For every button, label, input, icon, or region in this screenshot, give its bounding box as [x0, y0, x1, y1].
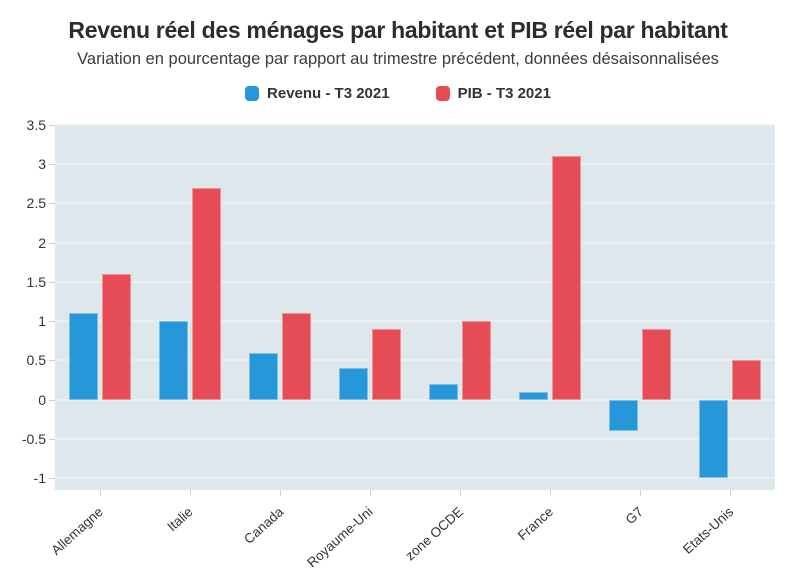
x-axis-label-zone-ocde: zone OCDE — [402, 504, 467, 564]
legend-swatch-icon — [435, 86, 450, 101]
x-axis-label-g7: G7 — [622, 504, 647, 528]
y-axis-label: -1 — [33, 470, 46, 487]
y-axis-label: 0.5 — [26, 352, 46, 369]
gridline — [55, 163, 775, 166]
bar-revenu-g7 — [609, 399, 638, 432]
bar-revenu-allemagne — [69, 313, 98, 400]
bar-pib-canada — [282, 313, 311, 400]
bar-pib-royaume-uni — [372, 329, 401, 400]
bar-revenu-royaume-uni — [339, 368, 368, 400]
chart-subtitle: Variation en pourcentage par rapport au … — [77, 50, 719, 68]
bar-pib-g7 — [642, 329, 671, 400]
gridline — [55, 241, 775, 244]
bar-pib-allemagne — [102, 274, 131, 400]
y-axis-tick — [49, 438, 55, 440]
legend-label: Revenu - T3 2021 — [267, 85, 390, 102]
x-axis-tick — [370, 490, 371, 496]
y-axis-label: 3.5 — [26, 117, 46, 133]
y-axis-tick — [49, 125, 55, 126]
gridline — [55, 320, 775, 323]
bar-revenu-italie — [159, 321, 188, 400]
y-axis-tick — [49, 203, 55, 205]
y-axis-label: 2.5 — [26, 195, 46, 212]
gridline — [55, 398, 775, 401]
gridline — [55, 359, 775, 362]
y-axis-tick — [49, 360, 55, 362]
y-axis-label: -0.5 — [21, 430, 46, 447]
x-axis-tick — [640, 490, 641, 496]
x-axis-label-canada: Canada — [240, 504, 287, 547]
x-axis-tick — [460, 490, 461, 496]
y-axis-tick — [49, 478, 55, 480]
gridline — [55, 477, 775, 480]
legend: Revenu - T3 2021 PIB - T3 2021 — [0, 85, 796, 102]
plot-area — [55, 124, 775, 490]
bar-revenu-france — [519, 391, 548, 400]
legend-label: PIB - T3 2021 — [457, 85, 551, 102]
bar-pib-france — [552, 156, 581, 400]
gridline — [55, 124, 775, 126]
y-axis-tick — [49, 164, 55, 166]
y-axis-label: 1 — [38, 313, 46, 330]
x-axis-tick — [550, 490, 551, 496]
x-axis-label-allemagne: Allemagne — [48, 504, 107, 558]
y-axis-tick — [49, 242, 55, 244]
x-axis-label-france: France — [514, 504, 557, 544]
bar-pib-italie — [192, 187, 221, 400]
legend-swatch-icon — [245, 86, 260, 101]
x-axis-label-etats-unis: Etats-Unis — [679, 504, 737, 557]
bar-revenu-canada — [249, 352, 278, 400]
y-axis-tick — [49, 321, 55, 323]
x-axis-tick — [100, 490, 101, 496]
legend-item-pib: PIB - T3 2021 — [435, 85, 551, 102]
bar-pib-zone-ocde — [462, 321, 491, 400]
gridline — [55, 280, 775, 283]
x-axis-label-italie: Italie — [164, 504, 197, 535]
y-axis-label: 2 — [38, 234, 46, 251]
x-axis-label-royaume-uni: Royaume-Uni — [304, 504, 377, 571]
y-axis-label: 1.5 — [26, 273, 46, 290]
gridline — [55, 437, 775, 440]
bar-pib-etats-unis — [732, 360, 761, 400]
x-axis-tick — [190, 490, 191, 496]
y-axis-tick — [49, 399, 55, 401]
x-axis-tick — [280, 490, 281, 496]
x-axis-tick — [730, 490, 731, 496]
chart-title: Revenu réel des ménages par habitant et … — [68, 17, 728, 43]
gridline — [55, 202, 775, 205]
legend-item-revenu: Revenu - T3 2021 — [245, 85, 390, 102]
y-axis-label: 0 — [38, 391, 46, 408]
y-axis-tick — [49, 281, 55, 283]
bar-revenu-etats-unis — [699, 399, 728, 479]
bar-revenu-zone-ocde — [429, 384, 458, 400]
y-axis-label: 3 — [38, 156, 46, 173]
